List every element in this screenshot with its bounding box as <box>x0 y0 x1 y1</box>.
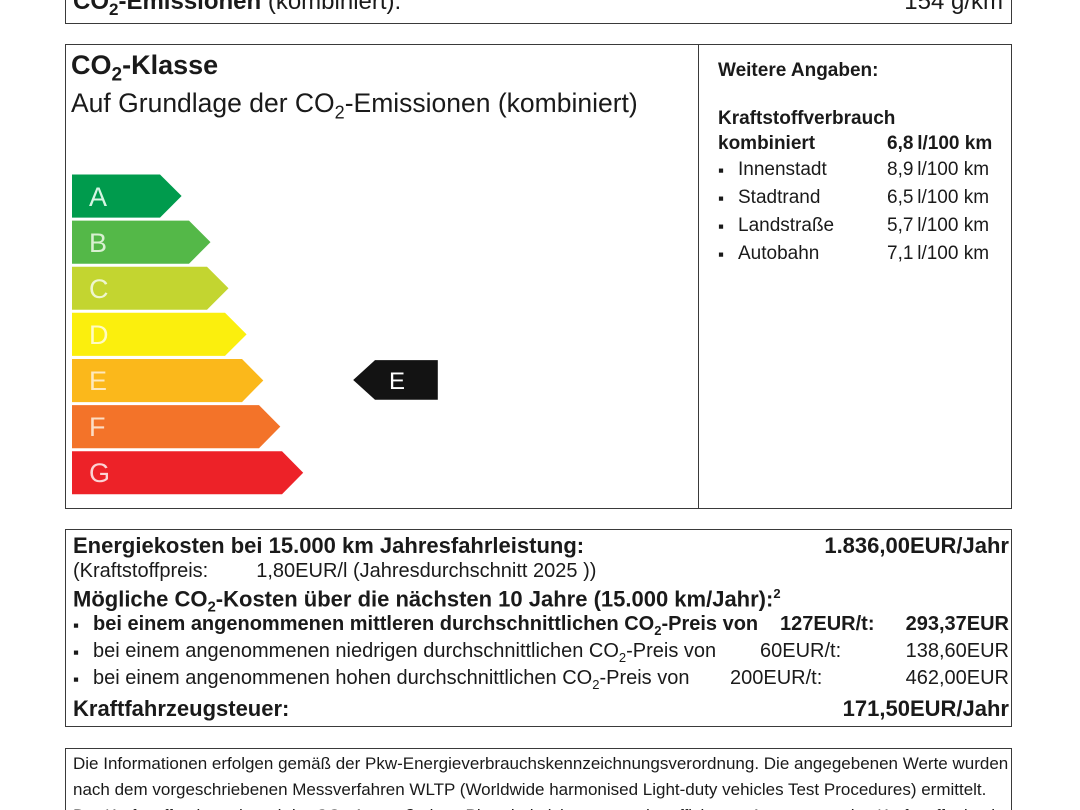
svg-text:D: D <box>89 320 109 350</box>
svg-text:B: B <box>89 228 107 258</box>
svg-text:A: A <box>89 182 107 212</box>
svg-text:F: F <box>89 412 106 442</box>
svg-text:G: G <box>89 458 110 488</box>
svg-text:C: C <box>89 274 109 304</box>
svg-text:E: E <box>89 366 107 396</box>
svg-text:E: E <box>389 368 405 395</box>
